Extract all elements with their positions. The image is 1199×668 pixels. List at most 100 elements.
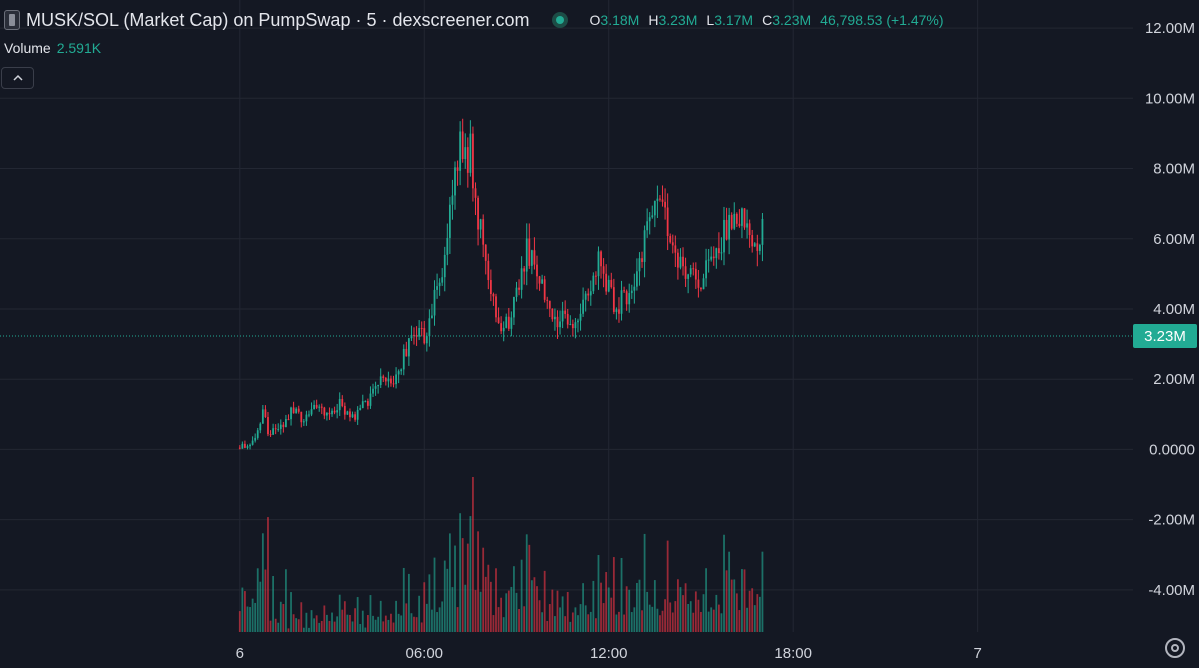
candle-body bbox=[428, 318, 431, 337]
volume-bar bbox=[692, 612, 695, 632]
candle-body bbox=[571, 323, 574, 329]
candle-body bbox=[267, 417, 269, 435]
volume-bar bbox=[254, 602, 257, 632]
x-tick-label: 6 bbox=[236, 645, 244, 662]
close-key: C bbox=[762, 12, 773, 28]
candle-body bbox=[723, 219, 725, 253]
candle-body bbox=[402, 348, 405, 370]
volume-bar bbox=[707, 611, 710, 632]
volume-bar bbox=[574, 607, 577, 632]
volume-bar bbox=[758, 596, 761, 632]
candle-body bbox=[261, 409, 264, 424]
candle-body bbox=[659, 198, 661, 200]
candle-body bbox=[595, 275, 597, 277]
volume-bar bbox=[336, 616, 339, 632]
candle-body bbox=[367, 401, 369, 406]
volume-bar bbox=[313, 618, 315, 632]
candle-body bbox=[651, 215, 654, 218]
volume-bar bbox=[620, 557, 623, 632]
volume-bar bbox=[756, 594, 759, 632]
volume-bar bbox=[410, 613, 413, 632]
candle-body bbox=[556, 316, 559, 328]
volume-bars-group bbox=[238, 477, 764, 632]
volume-bar bbox=[379, 600, 382, 632]
volume-bar bbox=[295, 618, 298, 632]
volume-bar bbox=[377, 616, 380, 632]
candle-body bbox=[331, 410, 333, 415]
candle-body bbox=[415, 335, 418, 337]
volume-bar bbox=[349, 614, 351, 632]
volume-bar bbox=[428, 574, 431, 632]
candle-body bbox=[561, 310, 564, 322]
settings-icon[interactable] bbox=[1165, 638, 1185, 658]
candle-body bbox=[725, 219, 728, 240]
candle-body bbox=[612, 287, 615, 312]
candle-body bbox=[533, 250, 536, 265]
volume-bar bbox=[630, 612, 633, 632]
candle-body bbox=[474, 188, 477, 198]
volume-bar bbox=[595, 618, 597, 632]
volume-bar bbox=[538, 600, 541, 632]
volume-bar bbox=[441, 601, 444, 632]
volume-legend: Volume 2.591K bbox=[4, 40, 101, 56]
volume-bar bbox=[671, 612, 674, 632]
candle-body bbox=[387, 378, 390, 382]
volume-bar bbox=[469, 516, 472, 632]
volume-bar bbox=[548, 604, 551, 632]
volume-bar bbox=[569, 621, 572, 632]
candle-body bbox=[441, 277, 444, 283]
volume-bar bbox=[556, 590, 559, 632]
candle-body bbox=[297, 408, 300, 412]
candle-body bbox=[302, 421, 305, 423]
candle-body bbox=[628, 293, 631, 305]
candle-body bbox=[425, 336, 428, 344]
volume-bar bbox=[372, 615, 374, 632]
volume-bar bbox=[636, 582, 638, 632]
volume-bar bbox=[318, 622, 321, 632]
volume-bar bbox=[528, 544, 531, 632]
volume-bar bbox=[438, 607, 441, 632]
volume-bar bbox=[346, 614, 349, 632]
candle-body bbox=[505, 316, 508, 328]
candle-body bbox=[684, 266, 687, 279]
collapse-legend-button[interactable] bbox=[1, 67, 34, 89]
candle-body bbox=[423, 328, 426, 344]
candle-body bbox=[607, 279, 610, 292]
x-tick-label: 7 bbox=[973, 645, 981, 662]
volume-bar bbox=[472, 477, 474, 632]
volume-bar bbox=[308, 627, 310, 632]
volume-bar bbox=[561, 596, 564, 632]
candle-body bbox=[615, 309, 618, 312]
volume-bar bbox=[720, 613, 723, 632]
candle-body bbox=[277, 428, 280, 430]
volume-bar bbox=[723, 534, 725, 632]
candle-body bbox=[407, 338, 410, 357]
volume-bar bbox=[505, 593, 508, 632]
candle-body bbox=[418, 328, 421, 337]
volume-bar bbox=[241, 587, 244, 632]
candle-body bbox=[361, 401, 364, 409]
candle-body bbox=[377, 384, 380, 387]
volume-bar bbox=[302, 627, 305, 632]
y-tick-label: 2.00M bbox=[1153, 371, 1195, 388]
x-tick-label: 18:00 bbox=[774, 645, 812, 662]
candle-body bbox=[497, 317, 500, 324]
volume-bar bbox=[487, 564, 490, 632]
volume-bar bbox=[646, 591, 649, 632]
candle-body bbox=[589, 291, 592, 296]
volume-bar bbox=[459, 513, 462, 632]
volume-bar bbox=[287, 628, 290, 632]
volume-bar bbox=[587, 614, 590, 632]
candle-body bbox=[648, 217, 651, 222]
candle-body bbox=[554, 316, 556, 320]
candle-body bbox=[751, 235, 754, 247]
volume-bar bbox=[610, 597, 613, 632]
chevron-up-icon bbox=[12, 74, 23, 81]
volume-bar bbox=[564, 616, 567, 632]
last-price-badge bbox=[1133, 324, 1197, 349]
candle-body bbox=[282, 424, 285, 428]
candle-body bbox=[259, 423, 262, 431]
candle-body bbox=[515, 287, 518, 297]
candle-body bbox=[382, 376, 385, 378]
